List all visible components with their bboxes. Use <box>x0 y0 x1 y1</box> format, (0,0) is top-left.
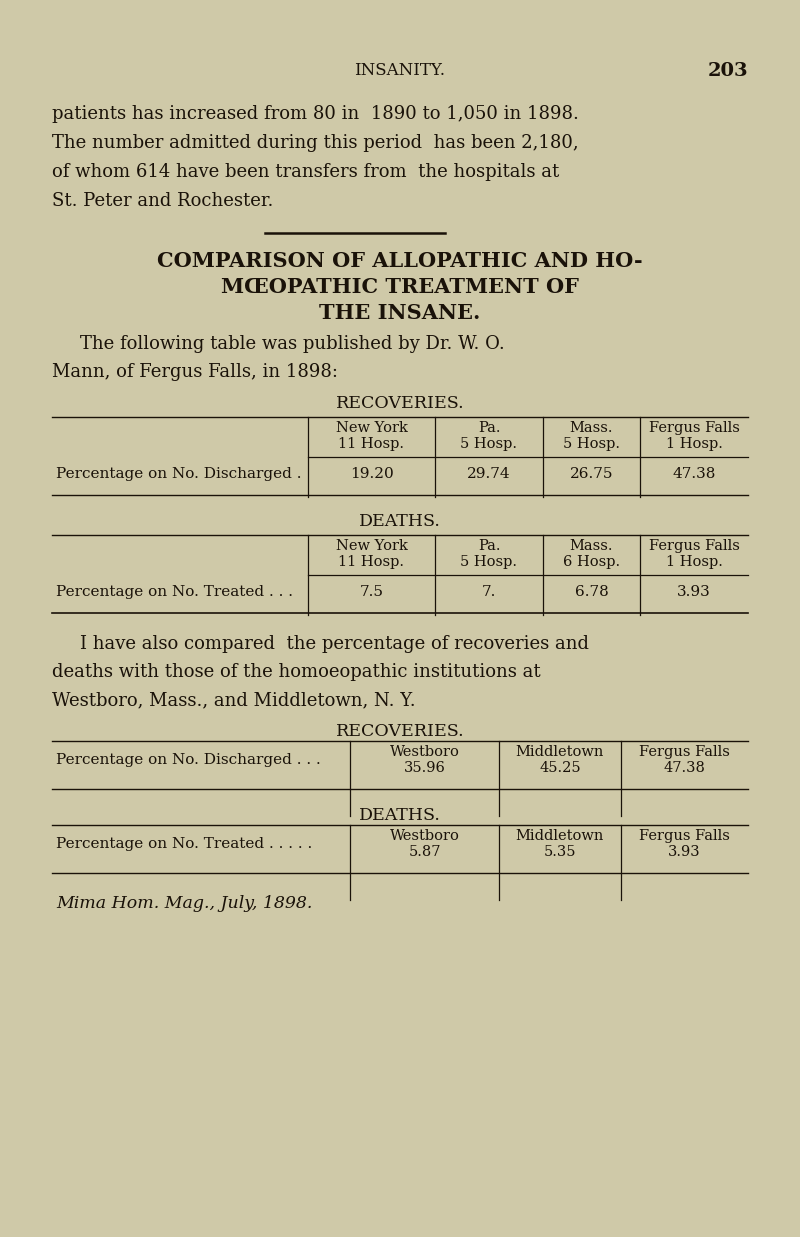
Text: 5 Hosp.: 5 Hosp. <box>563 437 620 452</box>
Text: 11 Hosp.: 11 Hosp. <box>338 555 405 569</box>
Text: 26.75: 26.75 <box>570 468 614 481</box>
Text: Westboro, Mass., and Middletown, N. Y.: Westboro, Mass., and Middletown, N. Y. <box>52 691 416 709</box>
Text: Fergus Falls: Fergus Falls <box>639 829 730 842</box>
Text: New York: New York <box>335 539 407 553</box>
Text: Percentage on No. Discharged . . .: Percentage on No. Discharged . . . <box>56 753 321 767</box>
Text: DEATHS.: DEATHS. <box>359 807 441 824</box>
Text: Westboro: Westboro <box>390 745 459 760</box>
Text: 11 Hosp.: 11 Hosp. <box>338 437 405 452</box>
Text: Mann, of Fergus Falls, in 1898:: Mann, of Fergus Falls, in 1898: <box>52 362 338 381</box>
Text: 203: 203 <box>707 62 748 80</box>
Text: 1 Hosp.: 1 Hosp. <box>666 437 722 452</box>
Text: deaths with those of the homoeopathic institutions at: deaths with those of the homoeopathic in… <box>52 663 541 682</box>
Text: St. Peter and Rochester.: St. Peter and Rochester. <box>52 192 274 210</box>
Text: Middletown: Middletown <box>516 745 604 760</box>
Text: 1 Hosp.: 1 Hosp. <box>666 555 722 569</box>
Text: 6.78: 6.78 <box>574 585 608 599</box>
Text: 45.25: 45.25 <box>539 761 581 776</box>
Text: Fergus Falls: Fergus Falls <box>639 745 730 760</box>
Text: patients has increased from 80 in  1890 to 1,050 in 1898.: patients has increased from 80 in 1890 t… <box>52 105 579 122</box>
Text: THE INSANE.: THE INSANE. <box>319 303 481 323</box>
Text: The following table was published by Dr. W. O.: The following table was published by Dr.… <box>80 335 505 353</box>
Text: I have also compared  the percentage of recoveries and: I have also compared the percentage of r… <box>80 635 589 653</box>
Text: RECOVERIES.: RECOVERIES. <box>336 722 464 740</box>
Text: MŒOPATHIC TREATMENT OF: MŒOPATHIC TREATMENT OF <box>221 277 579 297</box>
Text: The number admitted during this period  has been 2,180,: The number admitted during this period h… <box>52 134 578 152</box>
Text: 5.87: 5.87 <box>408 845 441 858</box>
Text: 47.38: 47.38 <box>672 468 716 481</box>
Text: RECOVERIES.: RECOVERIES. <box>336 395 464 412</box>
Text: 3.93: 3.93 <box>677 585 711 599</box>
Text: Percentage on No. Discharged .: Percentage on No. Discharged . <box>56 468 302 481</box>
Text: INSANITY.: INSANITY. <box>354 62 446 79</box>
Text: Middletown: Middletown <box>516 829 604 842</box>
Text: Fergus Falls: Fergus Falls <box>649 421 739 435</box>
Text: Percentage on No. Treated . . . . .: Percentage on No. Treated . . . . . <box>56 837 312 851</box>
Text: 19.20: 19.20 <box>350 468 394 481</box>
Text: Mass.: Mass. <box>570 421 614 435</box>
Text: 3.93: 3.93 <box>668 845 701 858</box>
Text: 5 Hosp.: 5 Hosp. <box>461 555 518 569</box>
Text: 35.96: 35.96 <box>403 761 446 776</box>
Text: Pa.: Pa. <box>478 539 500 553</box>
Text: Mima Hom. Mag., July, 1898.: Mima Hom. Mag., July, 1898. <box>56 896 312 912</box>
Text: DEATHS.: DEATHS. <box>359 513 441 529</box>
Text: 5 Hosp.: 5 Hosp. <box>461 437 518 452</box>
Text: 29.74: 29.74 <box>467 468 511 481</box>
Text: Percentage on No. Treated . . .: Percentage on No. Treated . . . <box>56 585 293 599</box>
Text: Fergus Falls: Fergus Falls <box>649 539 739 553</box>
Text: COMPARISON OF ALLOPATHIC AND HO-: COMPARISON OF ALLOPATHIC AND HO- <box>157 251 643 271</box>
Text: Pa.: Pa. <box>478 421 500 435</box>
Text: New York: New York <box>335 421 407 435</box>
Text: 5.35: 5.35 <box>544 845 576 858</box>
Text: 7.5: 7.5 <box>359 585 383 599</box>
Text: Mass.: Mass. <box>570 539 614 553</box>
Text: 47.38: 47.38 <box>663 761 706 776</box>
Text: of whom 614 have been transfers from  the hospitals at: of whom 614 have been transfers from the… <box>52 163 559 181</box>
Text: Westboro: Westboro <box>390 829 459 842</box>
Text: 6 Hosp.: 6 Hosp. <box>563 555 620 569</box>
Text: 7.: 7. <box>482 585 496 599</box>
